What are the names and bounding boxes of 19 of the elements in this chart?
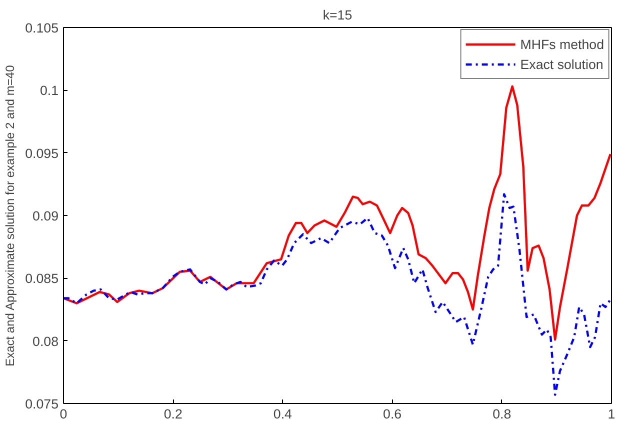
x-tick-label: 0.8 [492,406,512,421]
legend-label: MHFs method [520,36,604,52]
y-tick-label: 0.075 [25,396,59,412]
x-tick-label: 0 [60,406,68,421]
y-tick-label: 0.095 [25,146,59,161]
y-tick-label: 0.1 [40,83,59,98]
x-tick-label: 1 [608,406,616,421]
y-tick-label: 0.08 [32,334,59,349]
x-tick-label: 0.6 [383,406,402,421]
y-tick-label: 0.105 [25,20,59,36]
line-series [64,85,612,341]
x-tick-label: 0.2 [164,406,182,421]
chart-title: k=15 [322,8,352,22]
y-axis-title: Exact and Approximate solution for example 2 and m=40 [3,64,18,366]
x-tick-label: 0.4 [273,406,293,421]
line-series [64,193,612,396]
legend-label: Exact solution [520,56,604,72]
y-tick-label: 0.09 [32,208,59,224]
y-tick-label: 0.085 [25,271,59,286]
